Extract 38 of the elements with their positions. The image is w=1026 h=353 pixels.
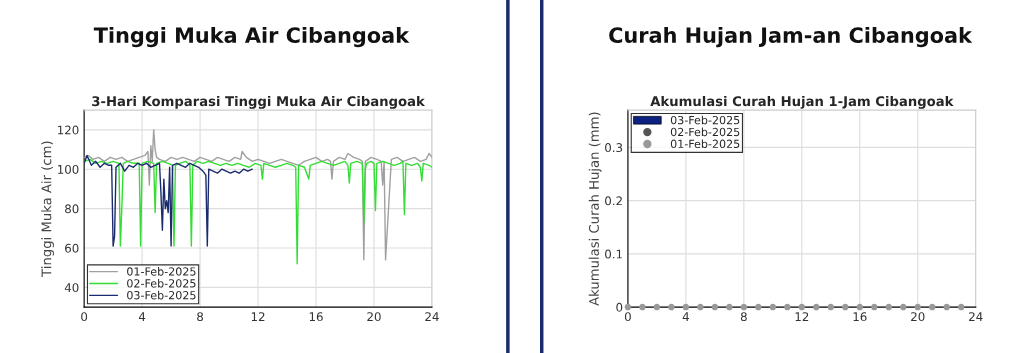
x-tick-label: 12 (795, 312, 809, 321)
line-series (84, 158, 432, 265)
legend-label: 03-Feb-2025 (670, 115, 740, 125)
x-tick-label: 8 (740, 312, 747, 322)
x-tick-label: 0 (624, 312, 631, 322)
x-tick-label: 4 (138, 312, 146, 321)
y-tick-label: 0.2 (605, 196, 622, 206)
chart-subtitle: 3-Hari Komparasi Tinggi Muka Air Cibangoak (92, 95, 426, 109)
y-tick-label: 0.3 (605, 143, 623, 153)
x-tick-label: 24 (425, 312, 439, 321)
legend-label: 01-Feb-2025 (670, 139, 740, 149)
x-tick-label: 24 (969, 312, 983, 321)
y-tick-label: 60 (65, 243, 79, 253)
chart-subtitle: Akumulasi Curah Hujan 1-Jam Cibangoak (650, 95, 954, 109)
legend-label: 01-Feb-2025 (127, 267, 196, 276)
x-tick-label: 0 (81, 312, 88, 322)
line-series (84, 129, 432, 261)
x-tick-label: 16 (853, 312, 867, 322)
line-series (84, 154, 253, 247)
x-tick-label: 4 (682, 312, 689, 321)
y-tick-label: 80 (65, 204, 79, 214)
chart-title: Curah Hujan Jam-an Cibangoak (609, 26, 973, 48)
y-axis-title: Tinggi Muka Air (cm) (41, 141, 54, 277)
legend-label: 02-Feb-2025 (127, 278, 196, 288)
x-tick-label: 8 (197, 312, 204, 322)
x-tick-label: 16 (309, 312, 323, 322)
legend-label: 03-Feb-2025 (127, 290, 196, 300)
y-tick-label: 0 (616, 302, 623, 312)
y-tick-label: 40 (64, 283, 79, 293)
chart-title: Tinggi Muka Air Cibangoak (93, 26, 410, 48)
legend-label: 02-Feb-2025 (670, 127, 740, 137)
y-tick-label: 120 (58, 125, 79, 135)
y-axis-title: Akumulasi Curah Hujan (mm) (588, 112, 602, 306)
x-tick-label: 12 (251, 312, 265, 321)
x-tick-label: 20 (911, 312, 925, 322)
y-tick-label: 100 (58, 164, 79, 174)
x-tick-label: 20 (367, 312, 381, 322)
y-tick-label: 0.1 (605, 249, 622, 259)
